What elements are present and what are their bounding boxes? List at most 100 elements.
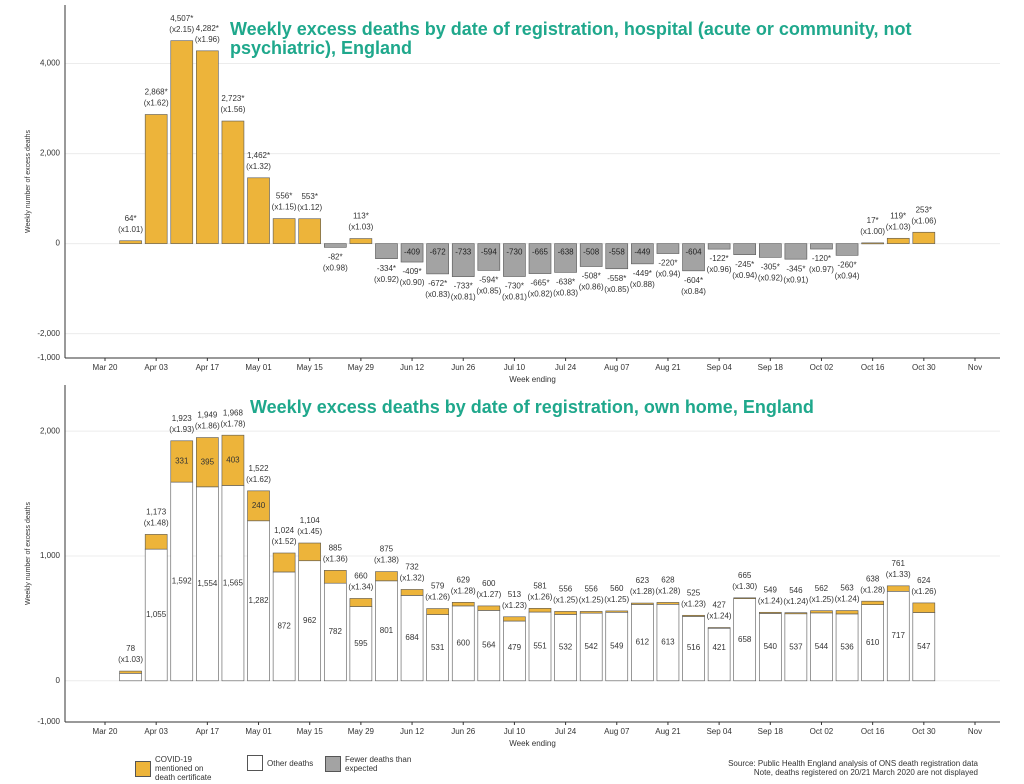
data-label: (x1.62) (246, 475, 271, 484)
data-label: (x1.15) (272, 203, 297, 212)
data-label: (x1.78) (220, 419, 245, 428)
bar (554, 243, 577, 273)
data-label: (x1.96) (195, 35, 220, 44)
data-label: 962 (303, 616, 317, 625)
x-tick-label: Sep 04 (706, 363, 732, 372)
data-label: 4,507* (170, 14, 193, 23)
data-label: (x1.36) (323, 554, 348, 563)
y-tick-label: -1,000 (37, 717, 60, 726)
data-label: -594 (481, 248, 498, 257)
y-axis-label: Weekly number of excess deaths (25, 502, 32, 605)
legend-label: Other deaths (267, 758, 314, 768)
data-label: 1,923 (172, 414, 193, 423)
legend-swatch (247, 755, 263, 771)
data-label: -730 (506, 248, 523, 257)
data-label: -733* (454, 282, 473, 291)
data-label: (x0.94) (732, 271, 757, 280)
data-label: (x0.81) (502, 293, 527, 302)
data-label: 4,282* (196, 24, 219, 33)
data-label: (x0.88) (630, 280, 655, 289)
data-label: -122* (710, 254, 729, 263)
bar (375, 243, 398, 259)
data-label: (x1.06) (911, 216, 936, 225)
data-label: 240 (252, 501, 266, 510)
bar (528, 243, 552, 274)
data-label: (x1.23) (502, 601, 527, 610)
x-tick-label: Apr 17 (196, 363, 220, 372)
data-label: 1,949 (197, 411, 218, 420)
chart-title: Weekly excess deaths by date of registra… (250, 397, 814, 417)
bar (323, 243, 347, 248)
legend-swatch (325, 756, 341, 772)
data-label: 544 (815, 642, 829, 651)
x-tick-label: Jun 12 (400, 727, 425, 736)
data-label: (x1.52) (272, 537, 297, 546)
data-label: (x0.81) (451, 293, 476, 302)
data-label: 2,868* (145, 88, 168, 97)
data-label: -345* (786, 264, 805, 273)
data-label: 1,522 (249, 464, 270, 473)
data-label: 563 (840, 584, 854, 593)
bar-segment (298, 542, 322, 562)
bar-segment (835, 610, 859, 615)
bar (912, 231, 936, 244)
data-label: 395 (201, 457, 215, 466)
bar (631, 243, 654, 265)
bar (119, 240, 142, 244)
data-label: 595 (354, 639, 368, 648)
legend-item: Other deaths (247, 755, 317, 771)
data-label: 556 (584, 585, 598, 594)
bar-segment (400, 589, 424, 596)
data-label: 624 (917, 576, 931, 585)
bar-segment (912, 602, 936, 613)
data-label: 801 (380, 626, 394, 635)
bar-segment (323, 570, 347, 584)
x-tick-label: Sep 18 (758, 727, 784, 736)
bar (707, 243, 731, 250)
bar (733, 243, 757, 255)
x-tick-label: Oct 16 (861, 727, 885, 736)
y-axis-label: Weekly number of excess deaths (25, 130, 32, 233)
data-label: (x1.24) (835, 595, 860, 604)
legend-label: Fewer deaths than expected (345, 755, 412, 773)
bar (221, 120, 245, 244)
y-tick-label: 1,000 (40, 551, 61, 560)
bar-segment (119, 670, 142, 674)
x-tick-label: Mar 20 (93, 727, 118, 736)
x-tick-label: Mar 20 (93, 363, 118, 372)
x-tick-label: Jul 24 (555, 727, 577, 736)
data-label: (x1.32) (400, 574, 425, 583)
x-tick-label: Jul 10 (504, 363, 526, 372)
data-label: 684 (405, 633, 419, 642)
data-label: (x0.94) (655, 270, 680, 279)
data-label: 556* (276, 192, 292, 201)
y-tick-label: 0 (56, 239, 61, 248)
bar-segment (451, 602, 475, 607)
data-label: (x1.25) (579, 596, 604, 605)
data-label: 427 (712, 601, 726, 610)
y-tick-label: 2,000 (40, 426, 61, 435)
data-label: 612 (636, 638, 650, 647)
data-label: -672 (430, 248, 447, 257)
data-label: (x0.98) (323, 263, 348, 272)
data-label: -665 (532, 248, 549, 257)
bar-segment (119, 673, 142, 682)
data-label: (x0.90) (400, 278, 425, 287)
x-tick-label: Jun 26 (451, 363, 476, 372)
data-label: 331 (175, 457, 189, 466)
data-label: (x1.28) (655, 587, 680, 596)
x-tick-label: Jul 24 (555, 363, 577, 372)
y-tick-label: 4,000 (40, 59, 61, 68)
data-label: 1,554 (197, 579, 218, 588)
x-tick-label: May 29 (348, 727, 375, 736)
x-axis-label: Week ending (509, 375, 556, 384)
bar (196, 50, 219, 244)
data-label: 600 (457, 638, 471, 647)
data-label: (x1.28) (630, 587, 655, 596)
data-label: (x1.27) (476, 590, 501, 599)
data-label: 717 (892, 631, 906, 640)
data-label: (x1.45) (297, 527, 322, 536)
bar-segment (221, 434, 245, 486)
data-label: 1,055 (146, 610, 167, 619)
bar-segment (528, 607, 552, 613)
